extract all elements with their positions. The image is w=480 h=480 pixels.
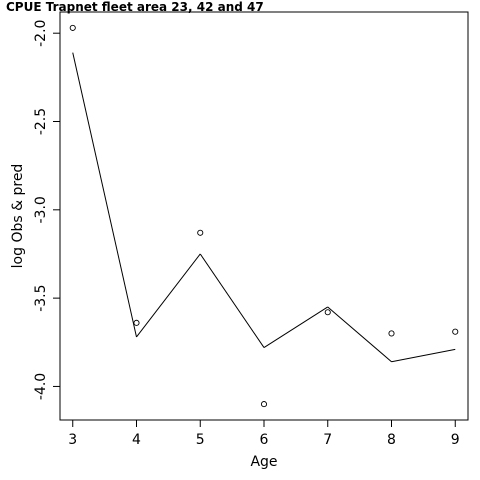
pred-line-segment [136, 253, 201, 338]
y-axis-label: log Obs & pred [10, 164, 26, 269]
x-tick-label: 6 [260, 432, 269, 448]
series-points-group [69, 24, 459, 408]
y-tick-label: -2.5 [33, 108, 49, 135]
obs-point [133, 319, 140, 326]
x-tick-label: 5 [196, 432, 205, 448]
x-tick-label: 3 [68, 432, 77, 448]
y-tick-label: -3.0 [33, 196, 49, 223]
y-axis: -2.0 -2.5 -3.0 -3.5 -4.0 [33, 20, 60, 400]
obs-point [324, 309, 331, 316]
y-tick-label: -3.5 [33, 284, 49, 311]
series-line-group [72, 52, 456, 363]
y-tick-label: -4.0 [33, 373, 49, 400]
obs-point [197, 229, 204, 236]
pred-line-segment [263, 306, 329, 349]
x-tick-label: 7 [323, 432, 332, 448]
pred-line-segment [199, 253, 265, 348]
pred-line-segment [72, 52, 137, 338]
x-axis-label: Age [250, 454, 277, 470]
obs-point [452, 328, 459, 335]
obs-point [260, 401, 268, 408]
x-tick-label: 8 [387, 432, 396, 448]
obs-point [69, 24, 76, 31]
pred-line-segment [391, 348, 456, 363]
x-tick-label: 9 [451, 432, 460, 448]
x-tick-label: 4 [132, 432, 141, 448]
y-tick-label: -2.0 [33, 20, 49, 47]
chart-title: CPUE Trapnet fleet area 23, 42 and 47 [6, 0, 264, 14]
obs-point [388, 330, 395, 337]
x-axis: 3 4 5 6 7 8 9 [68, 420, 460, 448]
pred-line-segment [327, 306, 392, 363]
